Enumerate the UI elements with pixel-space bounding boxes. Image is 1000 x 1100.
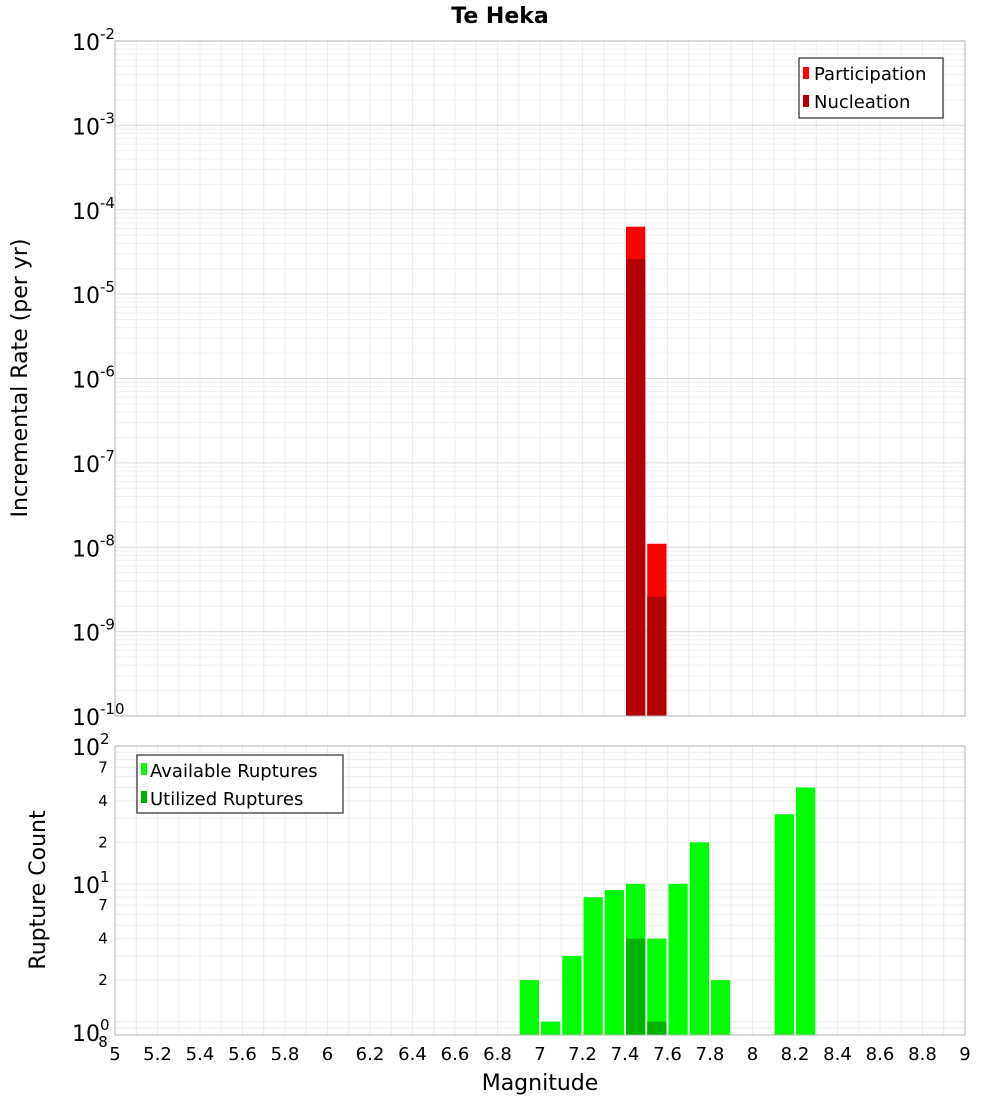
x-tick-label: 7.6 (653, 1044, 682, 1065)
x-axis-label: Magnitude (482, 1071, 599, 1096)
y-tick-label: 10-5 (72, 278, 115, 309)
x-tick-label: 5.2 (143, 1044, 172, 1065)
y-minor-tick-label: 2 (98, 833, 108, 851)
available-ruptures-bar (647, 938, 667, 1035)
legend-participation: Participation (814, 64, 926, 85)
nucleation-bar (626, 259, 646, 716)
x-tick-label: 7 (534, 1044, 545, 1065)
top-panel-bars (626, 226, 667, 716)
legend-available: Available Ruptures (150, 761, 318, 782)
x-tick-label: 6.4 (398, 1044, 427, 1065)
x-tick-label: 7.2 (568, 1044, 597, 1065)
x-tick-label: 8.6 (866, 1044, 895, 1065)
y-tick-label: 10-9 (72, 616, 115, 647)
available-ruptures-bar (562, 955, 582, 1035)
x-tick-label: 8.4 (823, 1044, 852, 1065)
participation-swatch (803, 67, 809, 79)
y-tick-label: 10-6 (72, 363, 115, 394)
x-tick-label: 5.6 (228, 1044, 257, 1065)
available-ruptures-bar (519, 980, 539, 1035)
legend-utilized: Utilized Ruptures (150, 789, 303, 810)
x-tick-label: 6.6 (441, 1044, 470, 1065)
y-tick-label: 10-4 (72, 194, 115, 225)
y-tick-label: 10-10 (72, 700, 125, 731)
x-tick-label: 5.4 (186, 1044, 215, 1065)
bottom-legend-box (136, 754, 344, 814)
available-swatch (141, 763, 147, 775)
available-ruptures-bar (689, 842, 709, 1035)
available-ruptures-bar (583, 897, 603, 1035)
nucleation-swatch (803, 95, 809, 107)
utilized-ruptures-bar (647, 1021, 667, 1035)
bottom-y-axis-label: Rupture Count (26, 810, 51, 970)
y-tick-label: 10-8 (72, 531, 115, 562)
chart-title: Te Heka (451, 4, 548, 29)
top-panel-frame (114, 40, 966, 717)
y-tick-label: 10-2 (72, 25, 115, 56)
top-panel-y-tick-labels: 10-10 10-9 10-8 10-7 10-6 10-5 10-4 10-3 10-2 (72, 25, 125, 731)
available-ruptures-bar (541, 1021, 561, 1035)
available-ruptures-bar (604, 890, 624, 1035)
available-ruptures-bar (774, 814, 794, 1035)
nucleation-bar (647, 596, 667, 716)
y-tick-label: 102 (72, 730, 110, 761)
bottom-legend: Available Ruptures Utilized Ruptures (136, 754, 344, 814)
available-ruptures-bar (796, 787, 816, 1035)
available-ruptures-bar (668, 883, 688, 1035)
top-legend-box (798, 57, 944, 119)
utilized-swatch (141, 791, 147, 803)
x-tick-label: 6.2 (356, 1044, 385, 1065)
top-y-axis-label: Incremental Rate (per yr) (8, 239, 33, 518)
y-minor-tick-label: 4 (98, 792, 108, 810)
y-minor-tick-label: 4 (98, 930, 108, 948)
y-tick-label: 10-3 (72, 109, 115, 140)
x-tick-label: 8 (747, 1044, 758, 1065)
x-tick-label: 7.8 (696, 1044, 725, 1065)
y-tick-label: 10-7 (72, 447, 115, 478)
x-tick-label: 7.4 (611, 1044, 640, 1065)
y-minor-tick-label: 7 (98, 896, 108, 914)
available-ruptures-bar (711, 980, 731, 1035)
x-tick-label: 8.2 (781, 1044, 810, 1065)
top-panel-grid (114, 41, 966, 717)
bottom-panel-y-tick-labels: 100 101 102 8 2 4 7 2 4 7 (72, 730, 110, 1051)
y-tick-label: 101 (72, 868, 110, 899)
top-legend: Participation Nucleation (798, 57, 944, 119)
x-tick-label: 6 (322, 1044, 333, 1065)
x-tick-label: 5 (109, 1044, 120, 1065)
bottom-panel-bars (519, 787, 816, 1035)
bottom-panel-frame (114, 745, 966, 1036)
x-axis-tick-labels: 5 5.2 5.4 5.6 5.8 6 6.2 6.4 6.6 6.8 7 7.2 7.4 7.6 7.8 8… (109, 1044, 970, 1065)
y-minor-tick-label: 2 (98, 971, 108, 989)
utilized-ruptures-bar (626, 938, 646, 1035)
y-tick-label: 100 (72, 1016, 110, 1047)
y-minor-tick-label: 7 (98, 758, 108, 776)
y-minor-tick-label: 8 (98, 1033, 108, 1051)
x-tick-label: 6.8 (483, 1044, 512, 1065)
x-tick-label: 9 (959, 1044, 970, 1065)
x-tick-label: 8.8 (908, 1044, 937, 1065)
legend-nucleation: Nucleation (814, 92, 910, 113)
x-tick-label: 5.8 (271, 1044, 300, 1065)
